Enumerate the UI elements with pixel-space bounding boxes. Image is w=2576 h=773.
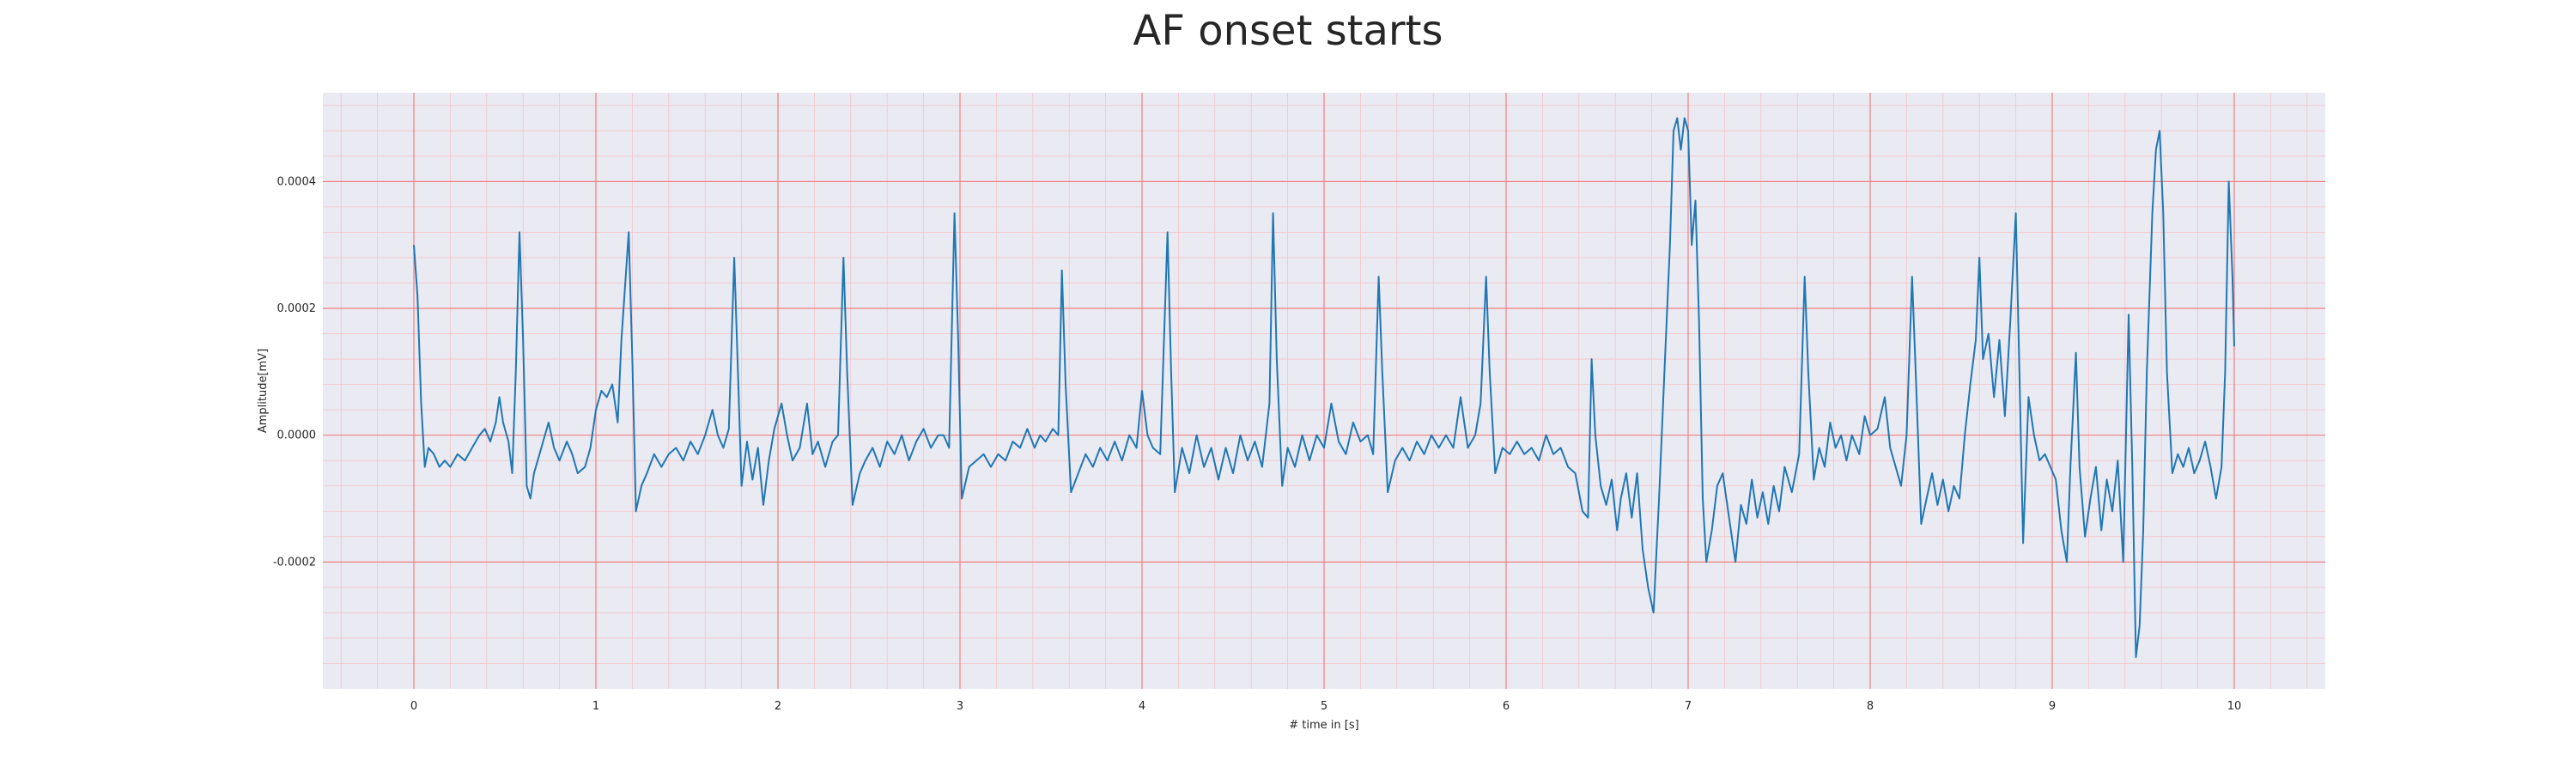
y-tick-label: 0.0004 [277, 175, 317, 188]
y-tick-label: -0.0002 [273, 556, 316, 569]
x-tick-label: 5 [1321, 700, 1327, 713]
y-axis-label: Amplitude[mV] [257, 349, 270, 433]
y-tick-labels: -0.0002 0.0000 0.0002 0.0004 [273, 175, 316, 569]
x-tick-labels: 0 1 2 3 4 5 6 7 8 9 10 [410, 700, 2241, 713]
major-grid [323, 93, 2325, 689]
x-tick-label: 2 [775, 700, 781, 713]
x-tick-label: 7 [1685, 700, 1692, 713]
x-tick-label: 4 [1139, 700, 1145, 713]
x-axis-label: # time in [s] [1289, 719, 1358, 732]
x-tick-label: 1 [592, 700, 599, 713]
y-tick-label: 0.0000 [277, 429, 317, 442]
x-tick-label: 9 [2049, 700, 2056, 713]
series-group [413, 117, 2235, 659]
y-tick-label: 0.0002 [277, 302, 317, 315]
x-tick-label: 8 [1867, 700, 1874, 713]
chart-title: AF onset starts [1133, 7, 1443, 55]
x-tick-label: 6 [1503, 700, 1510, 713]
series-line-0 [413, 117, 2235, 659]
x-tick-label: 10 [2227, 700, 2242, 713]
x-tick-label: 3 [957, 700, 963, 713]
x-tick-label: 0 [410, 700, 417, 713]
